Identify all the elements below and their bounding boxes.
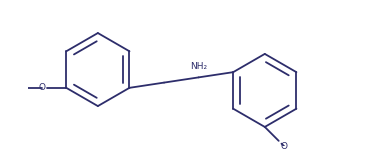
Text: NH₂: NH₂: [190, 62, 207, 71]
Text: O: O: [280, 142, 287, 151]
Text: O: O: [39, 83, 46, 92]
